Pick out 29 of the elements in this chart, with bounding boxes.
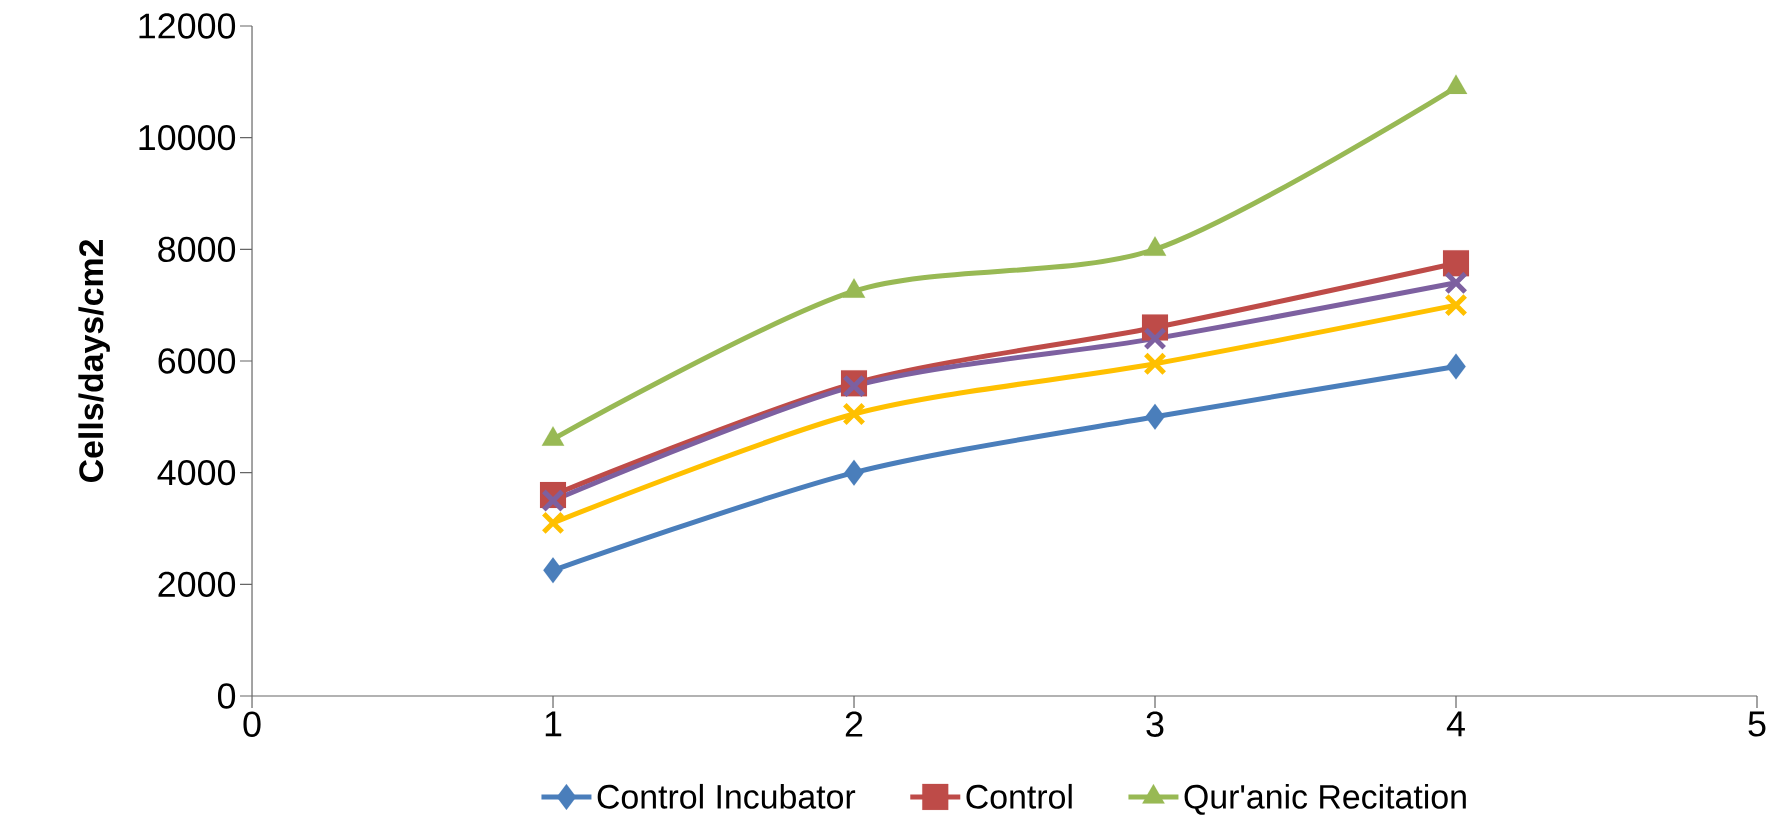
y-tick-label: 8000 xyxy=(158,236,236,263)
y-tick-label: 2000 xyxy=(158,571,236,598)
point xyxy=(1143,352,1167,376)
y-tick-label: 0 xyxy=(217,683,236,709)
legend-label: Control xyxy=(966,783,1072,809)
point xyxy=(541,488,565,513)
y-tick-label: 12000 xyxy=(139,13,236,39)
y-tick-label: 10000 xyxy=(139,124,236,151)
x-tick-label: 5 xyxy=(1748,711,1766,737)
legend-label: Control Incubator xyxy=(597,783,856,809)
point xyxy=(1444,271,1468,295)
point xyxy=(1143,326,1167,351)
x-tick-label: 4 xyxy=(1446,711,1465,737)
point xyxy=(541,511,565,535)
y-tick-label: 4000 xyxy=(157,459,236,486)
x-tick-label: 3 xyxy=(1146,711,1164,737)
point xyxy=(1446,353,1466,380)
x-tick-label: 0 xyxy=(243,711,261,737)
point xyxy=(842,402,866,426)
y-tick-label: 6000 xyxy=(158,348,236,374)
point xyxy=(1442,250,1470,277)
point xyxy=(543,557,563,584)
y-axis-title: Cells/days/cm2 xyxy=(78,239,110,482)
x-tick-label: 1 xyxy=(545,711,562,737)
x-tick-label: 2 xyxy=(845,711,863,737)
point xyxy=(1145,403,1165,430)
point xyxy=(1444,293,1468,317)
legend-label: Qur'anic Recitation xyxy=(1184,783,1466,815)
point xyxy=(844,459,864,486)
